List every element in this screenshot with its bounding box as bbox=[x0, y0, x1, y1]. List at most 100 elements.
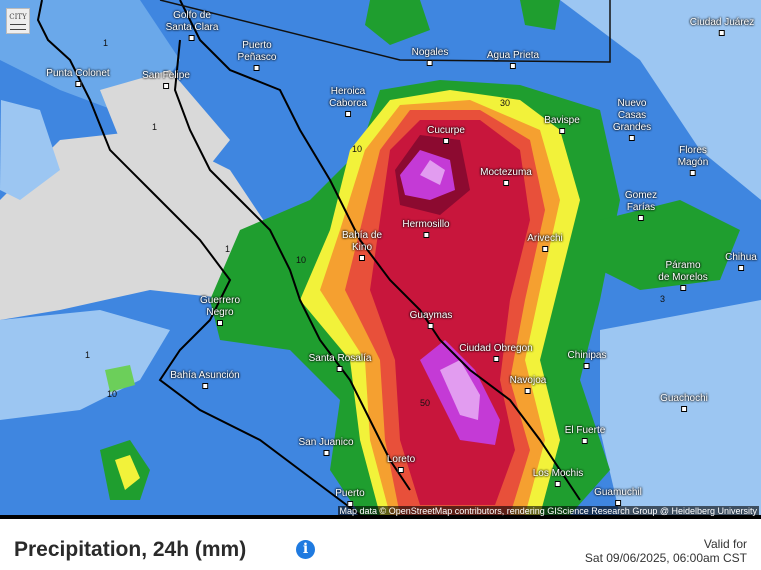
city-marker-icon bbox=[422, 232, 429, 238]
city-marker-icon bbox=[541, 246, 548, 252]
city-label: Punta Colonet bbox=[46, 68, 110, 87]
city-marker-icon bbox=[427, 323, 434, 329]
valid-label: Valid for bbox=[703, 537, 747, 551]
city-name: Hermosillo bbox=[402, 219, 450, 230]
city-label: Bahía de Kino bbox=[342, 230, 382, 261]
city-name: Nuevo Casas Grandes bbox=[612, 98, 652, 133]
city-label: Ciudad Obregon bbox=[459, 343, 533, 362]
city-marker-icon bbox=[163, 83, 169, 89]
city-marker-icon bbox=[322, 450, 329, 456]
city-label: Páramo de Morelos bbox=[658, 260, 708, 291]
coastlines bbox=[36, 0, 581, 515]
city-marker-icon bbox=[681, 406, 687, 412]
city-marker-icon bbox=[737, 265, 744, 271]
contour-label: 3 bbox=[660, 294, 665, 304]
city-label: San Felipe bbox=[142, 70, 190, 89]
city-label: Guachochi bbox=[660, 393, 708, 412]
city-name: Guachochi bbox=[660, 393, 708, 404]
city-strike-icon bbox=[10, 24, 26, 30]
city-name: Gomez Farías bbox=[624, 190, 658, 213]
city-marker-icon bbox=[628, 135, 635, 141]
city-name: Santa Rosalía bbox=[308, 353, 372, 364]
city-label: Nuevo Casas Grandes bbox=[613, 98, 651, 141]
city-name: Los Mochis bbox=[532, 468, 584, 479]
precipitation-map[interactable]: 1 1 1 10 10 30 50 1 3 10 Golfo de Santa … bbox=[0, 0, 761, 519]
city-label: Moctezuma bbox=[480, 167, 532, 186]
city-label: Chinipas bbox=[567, 350, 607, 369]
city-name: Bahía Asunción bbox=[170, 370, 240, 381]
city-label: Los Mochis bbox=[532, 468, 584, 487]
city-marker-icon bbox=[583, 363, 590, 369]
city-layer-toggle-button[interactable]: CITY bbox=[6, 8, 30, 34]
city-marker-icon bbox=[492, 356, 499, 362]
city-marker-icon bbox=[336, 366, 343, 372]
info-icon[interactable]: i bbox=[296, 540, 315, 559]
city-name: Bavispe bbox=[544, 115, 580, 126]
city-name: Chihua bbox=[725, 252, 757, 263]
city-label: Golfo de Santa Clara bbox=[165, 10, 219, 41]
contour-label: 1 bbox=[85, 350, 90, 360]
contour-label: 10 bbox=[107, 389, 117, 399]
city-name: Agua Prieta bbox=[486, 50, 540, 61]
precipitation-layer: 1 1 1 10 10 30 50 1 3 10 bbox=[0, 0, 761, 515]
city-label: San Juanico bbox=[298, 437, 354, 456]
contour-label: 1 bbox=[152, 122, 157, 132]
city-marker-icon bbox=[443, 138, 449, 144]
city-name: Guaymas bbox=[409, 310, 453, 321]
city-label: Loreto bbox=[387, 454, 415, 473]
city-label: Santa Rosalía bbox=[308, 353, 372, 372]
city-marker-icon bbox=[216, 320, 223, 326]
city-label: Flores Magón bbox=[677, 145, 709, 176]
city-label: Chihua bbox=[725, 252, 757, 271]
city-label: Guaymas bbox=[409, 310, 453, 329]
city-marker-icon bbox=[358, 255, 365, 261]
city-marker-icon bbox=[680, 285, 686, 291]
city-marker-icon bbox=[253, 65, 260, 71]
city-label: Gomez Farías bbox=[625, 190, 657, 221]
city-name: Flores Magón bbox=[677, 145, 709, 168]
city-marker-icon bbox=[74, 81, 81, 87]
map-attribution[interactable]: Map data © OpenStreetMap contributors, r… bbox=[337, 506, 759, 517]
city-name: San Juanico bbox=[298, 437, 354, 448]
page-title: Precipitation, 24h (mm) bbox=[14, 538, 247, 561]
city-name: Navojoa bbox=[509, 375, 547, 386]
city-marker-icon bbox=[202, 383, 208, 389]
city-name: Chinipas bbox=[567, 350, 607, 361]
city-name: Moctezuma bbox=[480, 167, 532, 178]
city-name: Puerto bbox=[335, 488, 365, 499]
city-label: Cucurpe bbox=[427, 125, 465, 144]
city-name: San Felipe bbox=[142, 70, 190, 81]
city-name: Guerrero Negro bbox=[199, 295, 241, 318]
city-label: Puerto bbox=[335, 488, 365, 507]
city-marker-icon bbox=[718, 30, 725, 36]
contour-labels: 1 1 1 10 10 30 50 1 3 10 bbox=[85, 38, 665, 408]
city-label: Bahía Asunción bbox=[170, 370, 240, 389]
city-marker-icon bbox=[189, 35, 195, 41]
us-border bbox=[159, 0, 611, 63]
city-name: Punta Colonet bbox=[46, 68, 110, 79]
city-label: El Fuerte bbox=[564, 425, 606, 444]
city-label: Agua Prieta bbox=[487, 50, 539, 69]
city-name: Páramo de Morelos bbox=[658, 260, 708, 283]
city-marker-icon bbox=[509, 63, 516, 69]
city-label: Bavispe bbox=[544, 115, 580, 134]
city-label: Arivechi bbox=[527, 233, 563, 252]
layer-button-label: CITY bbox=[9, 13, 27, 21]
contour-label: 1 bbox=[225, 244, 230, 254]
contour-label: 1 bbox=[103, 38, 108, 48]
contour-label: 30 bbox=[500, 98, 510, 108]
contour-label: 10 bbox=[352, 144, 362, 154]
city-name: Ciudad Obregon bbox=[459, 343, 533, 354]
city-marker-icon bbox=[558, 128, 565, 134]
contour-label: 10 bbox=[296, 255, 306, 265]
city-label: Navojoa bbox=[509, 375, 547, 394]
city-label: Heroica Caborca bbox=[329, 86, 367, 117]
city-label: Nogales bbox=[412, 47, 448, 66]
city-marker-icon bbox=[581, 438, 588, 444]
city-name: Cucurpe bbox=[427, 125, 465, 136]
city-name: El Fuerte bbox=[564, 425, 606, 436]
city-name: Loreto bbox=[386, 454, 416, 465]
city-name: Golfo de Santa Clara bbox=[165, 10, 219, 33]
contour-label: 50 bbox=[420, 398, 430, 408]
city-marker-icon bbox=[503, 180, 509, 186]
